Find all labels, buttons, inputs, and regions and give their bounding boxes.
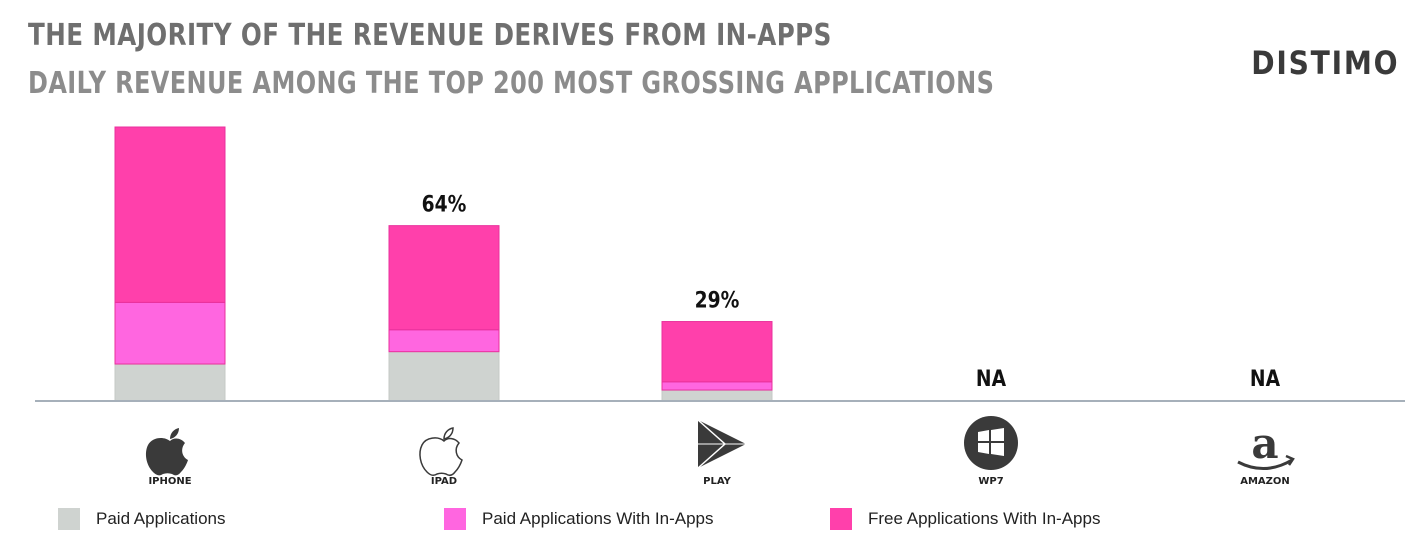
bar-ipad-paid-applications (388, 351, 500, 402)
legend-swatch-paid (58, 508, 80, 530)
bar-iphone-free-applications-with-in-apps (114, 126, 226, 303)
brand-logo: DISTIMO (1250, 44, 1399, 82)
category-icons-group: a (145, 416, 1295, 477)
amazon-icon: a (1237, 419, 1295, 470)
bar-iphone-paid-applications-with-in-apps (114, 301, 226, 365)
svg-text:a: a (1251, 419, 1278, 468)
bar-ipad-free-applications-with-in-apps (388, 225, 500, 331)
category-labels-group: IPHONE IPAD PLAY WP7 AMAZON (148, 476, 1289, 487)
category-label-amazon: AMAZON (1240, 476, 1290, 487)
legend-swatch-free-in-apps (830, 508, 852, 530)
bar-play-paid-applications-with-in-apps (661, 381, 773, 391)
bar-play-paid-applications (661, 389, 773, 402)
bar-ipad-paid-applications-with-in-apps (388, 329, 500, 353)
category-label-ipad: IPAD (431, 476, 457, 487)
bar-labels-group: 64% 29% NA NA (422, 191, 1281, 391)
legend: Paid Applications Paid Applications With… (0, 508, 1425, 538)
apple-outline-icon (419, 427, 463, 477)
bar-label-wp7: NA (976, 366, 1006, 392)
bar-chart: 64% 29% NA NA a IPHONE IPAD PLAY WP7 AMAZON (35, 126, 1405, 487)
category-label-wp7: WP7 (978, 476, 1003, 487)
legend-item-paid-in-apps: Paid Applications With In-Apps (444, 508, 714, 530)
category-label-play: PLAY (703, 476, 731, 487)
bar-iphone-paid-applications (114, 363, 226, 402)
apple-filled-icon (145, 428, 188, 476)
chart-subtitle: DAILY REVENUE AMONG THE TOP 200 MOST GRO… (28, 66, 995, 101)
bar-label-amazon: NA (1250, 366, 1280, 392)
bar-label-play: 29% (695, 287, 740, 313)
category-label-iphone: IPHONE (148, 476, 191, 487)
legend-label-paid: Paid Applications (96, 509, 226, 528)
bar-label-ipad: 64% (422, 191, 467, 217)
legend-item-free-in-apps: Free Applications With In-Apps (830, 508, 1100, 530)
bar-play-free-applications-with-in-apps (661, 321, 773, 383)
play-triangle-icon (697, 419, 746, 469)
legend-label-paid-in-apps: Paid Applications With In-Apps (482, 509, 714, 528)
legend-swatch-paid-in-apps (444, 508, 466, 530)
legend-item-paid: Paid Applications (58, 508, 225, 530)
legend-label-free-in-apps: Free Applications With In-Apps (868, 509, 1101, 528)
chart-title: THE MAJORITY OF THE REVENUE DERIVES FROM… (28, 18, 832, 53)
bars-group (114, 126, 773, 402)
windows-icon (964, 416, 1018, 470)
